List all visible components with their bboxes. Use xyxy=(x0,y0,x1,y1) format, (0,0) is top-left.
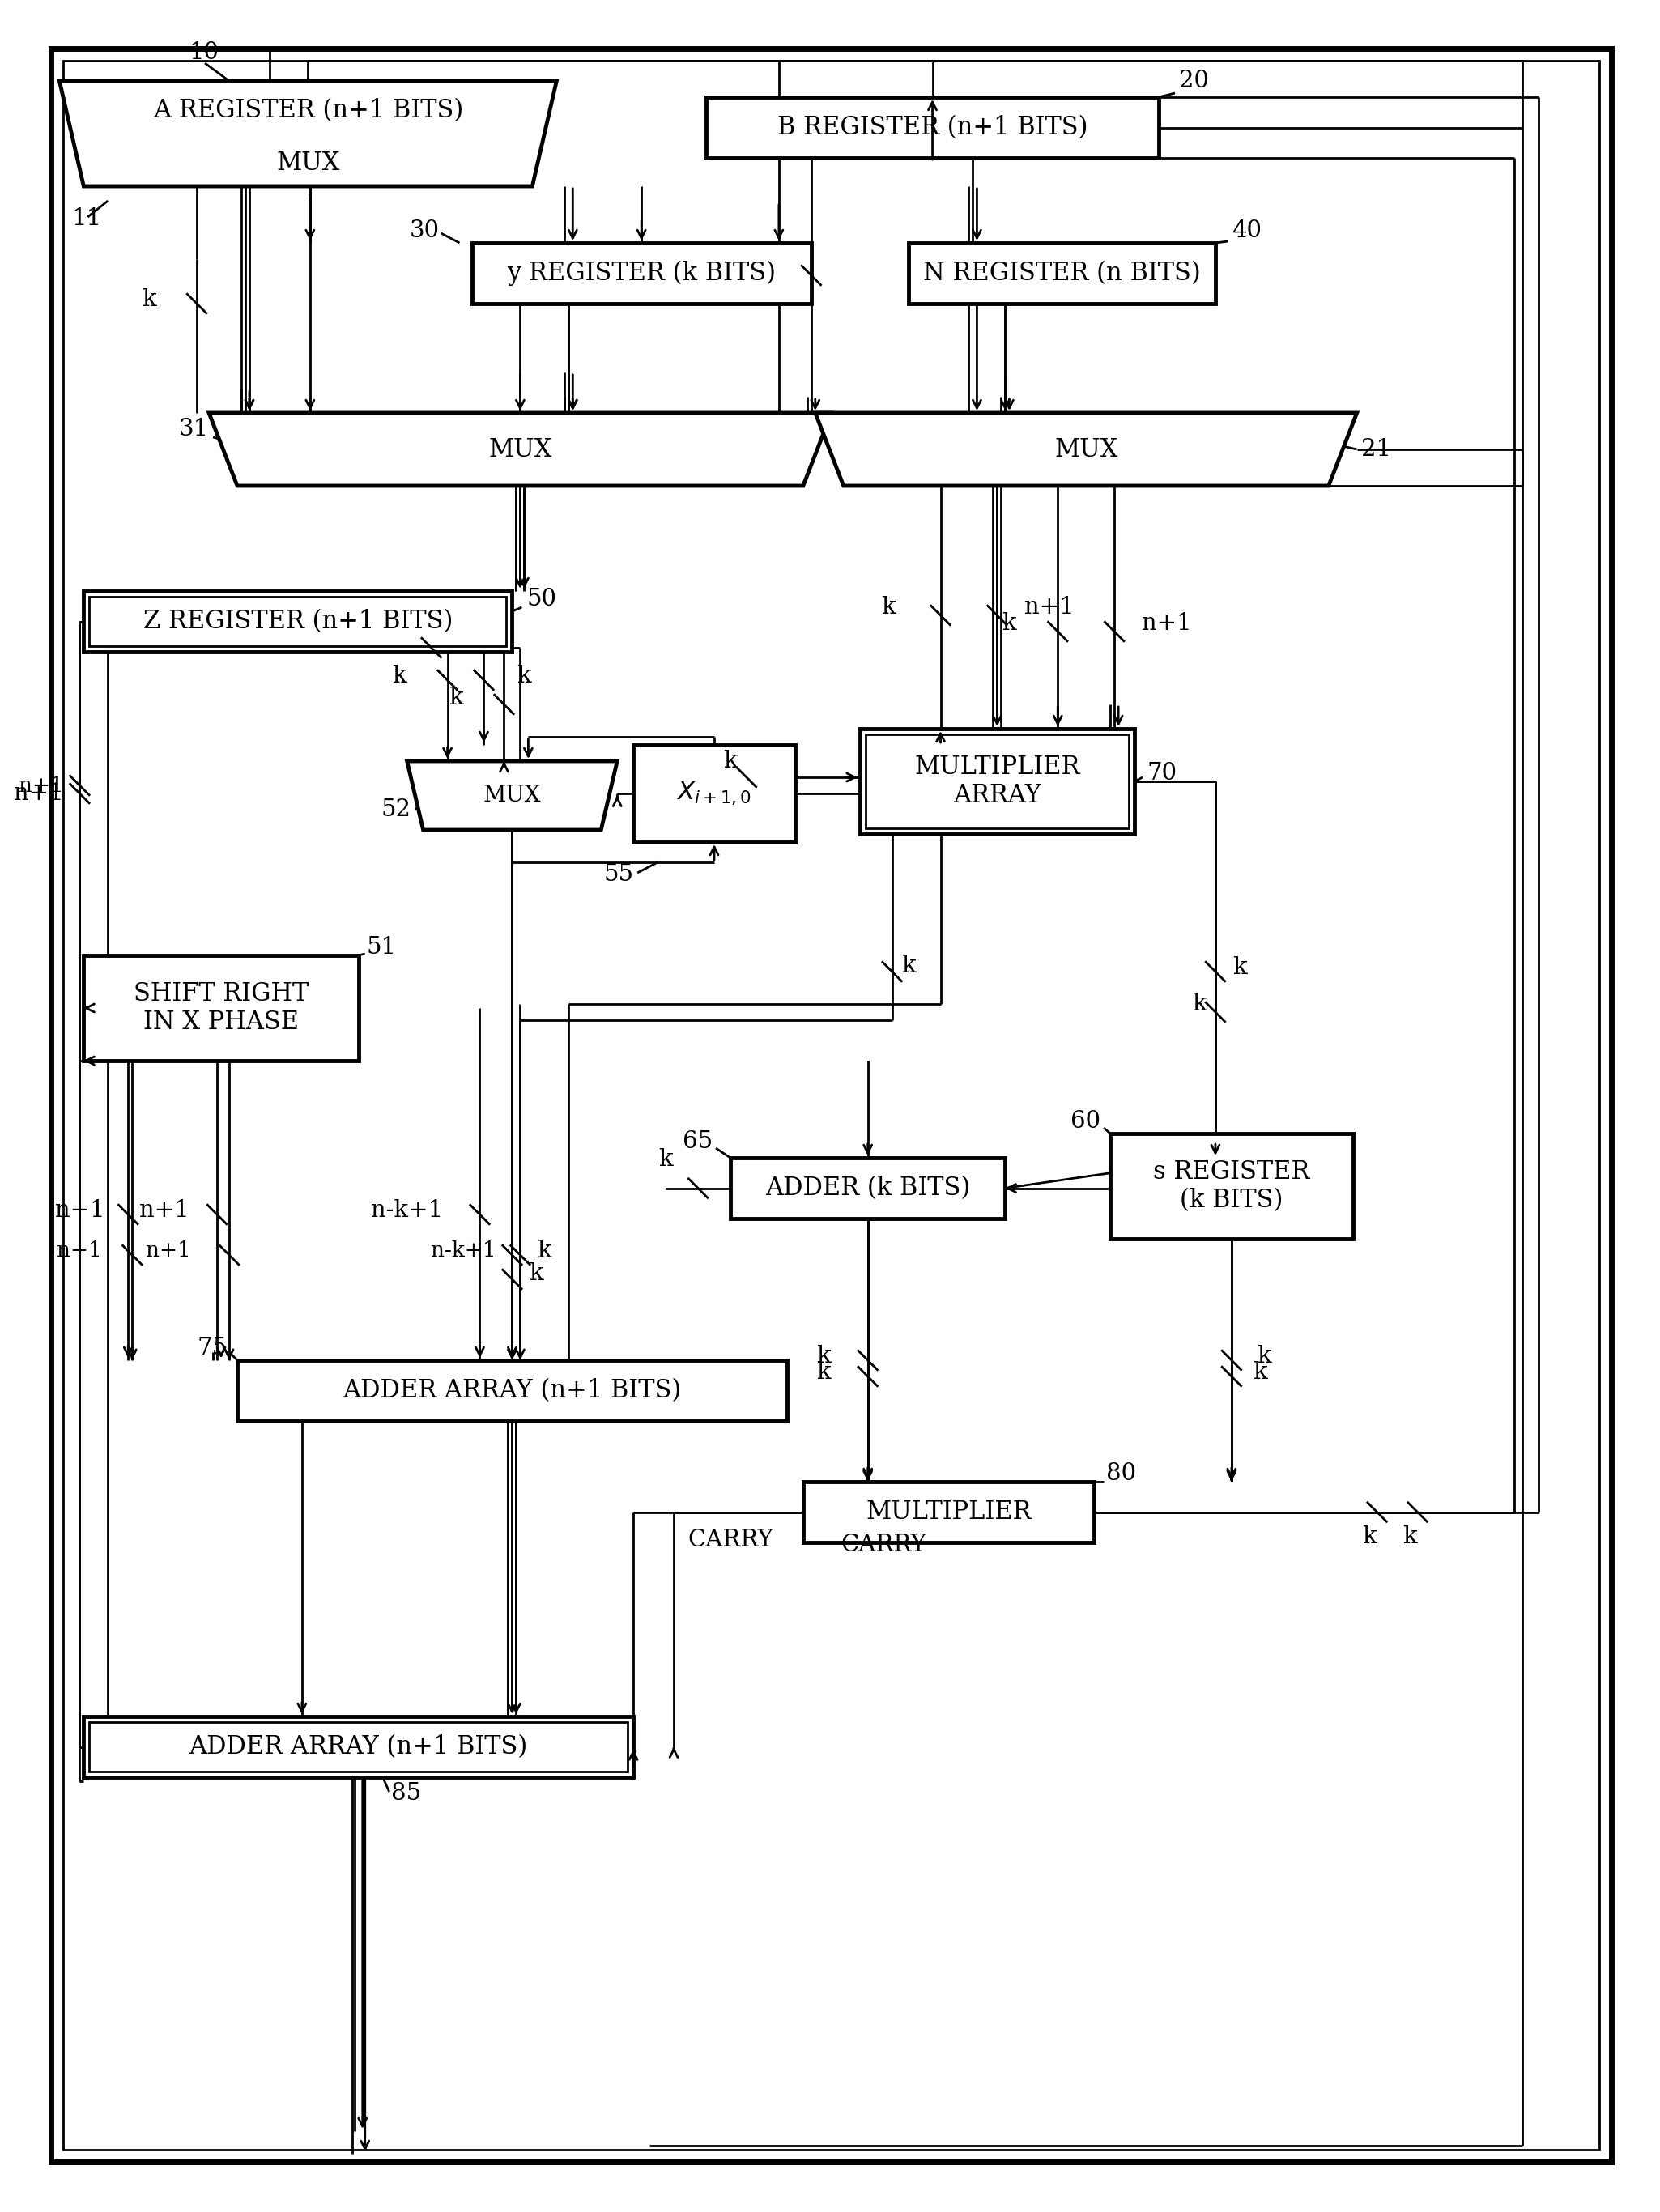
Text: n+1: n+1 xyxy=(146,1241,191,1261)
Text: MULTIPLIER
ARRAY: MULTIPLIER ARRAY xyxy=(915,754,1081,807)
Text: B REGISTER (n+1 BITS): B REGISTER (n+1 BITS) xyxy=(777,115,1087,139)
Bar xyxy=(860,728,1134,834)
Text: Z REGISTER (n+1 BITS): Z REGISTER (n+1 BITS) xyxy=(143,608,453,635)
Text: y REGISTER (k BITS): y REGISTER (k BITS) xyxy=(506,261,775,285)
Text: k: k xyxy=(516,666,531,688)
Text: 20: 20 xyxy=(1179,69,1208,93)
Text: N REGISTER (n BITS): N REGISTER (n BITS) xyxy=(923,261,1200,285)
Text: k: k xyxy=(881,595,895,619)
Text: 11: 11 xyxy=(71,208,101,230)
Text: k: k xyxy=(817,1360,830,1385)
Bar xyxy=(237,1360,787,1420)
Text: n+1: n+1 xyxy=(18,774,63,796)
Text: ADDER (k BITS): ADDER (k BITS) xyxy=(765,1175,971,1201)
Bar xyxy=(83,591,511,653)
Polygon shape xyxy=(407,761,618,830)
Text: k: k xyxy=(1361,1524,1376,1548)
Text: k: k xyxy=(724,750,737,772)
Bar xyxy=(706,97,1159,157)
Bar xyxy=(865,734,1129,827)
Text: n+1: n+1 xyxy=(56,1241,103,1261)
Text: 50: 50 xyxy=(526,588,556,611)
Bar xyxy=(730,1157,1006,1219)
Text: k: k xyxy=(1253,1360,1267,1385)
Text: CARRY: CARRY xyxy=(687,1528,774,1553)
Bar xyxy=(1111,1133,1353,1239)
Text: 31: 31 xyxy=(179,418,209,440)
Text: n+1: n+1 xyxy=(1024,595,1074,619)
Text: MUX: MUX xyxy=(1054,436,1117,462)
Text: 75: 75 xyxy=(198,1336,227,1360)
Text: s REGISTER
(k BITS): s REGISTER (k BITS) xyxy=(1154,1159,1310,1212)
Text: k: k xyxy=(1003,613,1016,635)
Bar xyxy=(90,597,506,646)
Text: MUX: MUX xyxy=(483,785,541,807)
Text: 85: 85 xyxy=(390,1783,422,1805)
Text: k: k xyxy=(392,666,407,688)
Text: 51: 51 xyxy=(367,936,397,958)
Text: 65: 65 xyxy=(682,1130,712,1152)
Text: k: k xyxy=(1257,1345,1272,1367)
Text: $X_{i+1,0}$: $X_{i+1,0}$ xyxy=(677,781,752,807)
Text: n+1: n+1 xyxy=(55,1199,105,1221)
Text: 80: 80 xyxy=(1106,1462,1137,1484)
Text: k: k xyxy=(538,1239,551,1263)
Text: k: k xyxy=(1232,956,1247,980)
Text: n-k+1: n-k+1 xyxy=(432,1241,496,1261)
Text: n+1: n+1 xyxy=(139,1199,189,1221)
Bar xyxy=(90,1723,627,1772)
Text: ADDER ARRAY (n+1 BITS): ADDER ARRAY (n+1 BITS) xyxy=(342,1378,682,1402)
Text: 30: 30 xyxy=(410,219,440,241)
Text: k: k xyxy=(143,288,156,312)
Bar xyxy=(83,1717,634,1776)
Text: 70: 70 xyxy=(1147,761,1177,785)
Text: CARRY: CARRY xyxy=(842,1533,926,1555)
Polygon shape xyxy=(815,414,1356,487)
Bar xyxy=(471,243,812,303)
Text: k: k xyxy=(817,1345,830,1367)
Text: ADDER ARRAY (n+1 BITS): ADDER ARRAY (n+1 BITS) xyxy=(189,1734,528,1759)
Text: MULTIPLIER: MULTIPLIER xyxy=(867,1500,1031,1524)
Text: n-k+1: n-k+1 xyxy=(370,1199,443,1221)
Text: k: k xyxy=(448,686,463,710)
Text: k: k xyxy=(1192,993,1207,1015)
Text: MUX: MUX xyxy=(488,436,551,462)
Polygon shape xyxy=(60,82,556,186)
Text: 21: 21 xyxy=(1361,438,1391,460)
Text: SHIFT RIGHT
IN X PHASE: SHIFT RIGHT IN X PHASE xyxy=(133,980,309,1035)
Text: k: k xyxy=(901,956,915,978)
Text: k: k xyxy=(530,1263,543,1285)
Bar xyxy=(908,243,1215,303)
Text: A REGISTER (n+1 BITS): A REGISTER (n+1 BITS) xyxy=(153,97,463,124)
Bar xyxy=(83,956,359,1062)
Text: n+1: n+1 xyxy=(13,783,63,805)
Bar xyxy=(803,1482,1094,1542)
Text: 10: 10 xyxy=(189,42,219,64)
Text: k: k xyxy=(659,1148,672,1170)
Text: 52: 52 xyxy=(382,799,412,821)
Bar xyxy=(634,745,795,843)
Text: 60: 60 xyxy=(1071,1110,1101,1133)
Polygon shape xyxy=(209,414,832,487)
Text: 40: 40 xyxy=(1232,219,1262,241)
Text: k: k xyxy=(1403,1524,1416,1548)
Text: MUX: MUX xyxy=(276,150,340,175)
Text: 55: 55 xyxy=(603,863,634,885)
Text: n+1: n+1 xyxy=(1142,613,1192,635)
